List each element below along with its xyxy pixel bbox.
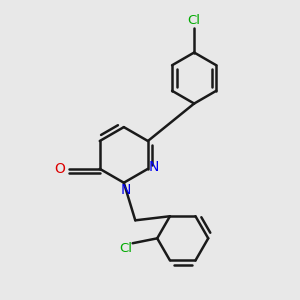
Text: Cl: Cl xyxy=(119,242,132,255)
Text: Cl: Cl xyxy=(188,14,201,27)
Text: O: O xyxy=(54,162,65,176)
Text: N: N xyxy=(120,183,131,197)
Text: N: N xyxy=(148,160,159,174)
